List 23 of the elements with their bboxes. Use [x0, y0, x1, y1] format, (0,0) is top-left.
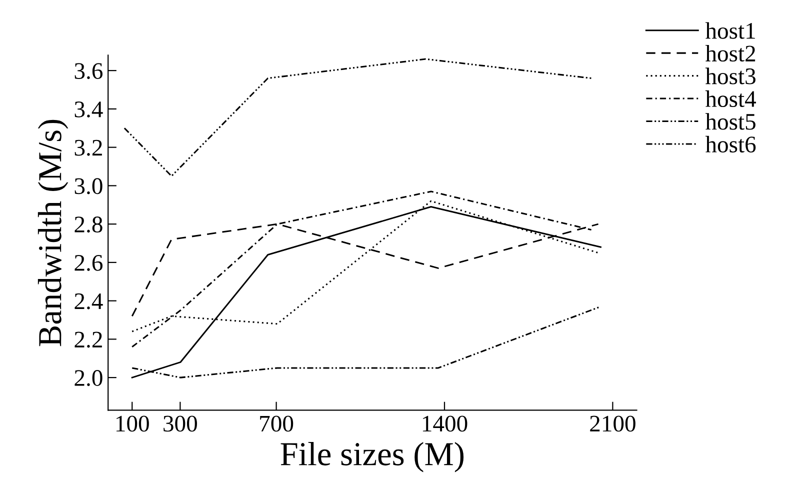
x-tick-label: 2100 [590, 416, 636, 432]
x-tick-label: 1400 [422, 416, 468, 432]
legend-label: host3 [705, 68, 756, 84]
y-tick-label: 2.6 [74, 254, 103, 271]
legend-label: host5 [705, 113, 756, 130]
y-tick-label: 3.4 [74, 101, 103, 118]
y-tick-label: 3.0 [74, 178, 102, 194]
y-tick-label: 2.0 [74, 370, 102, 386]
line-series [124, 58, 592, 177]
legend-label: host1 [705, 22, 755, 39]
y-axis-title: Bandwidth (M/s) [38, 120, 68, 346]
legend-label: host6 [705, 136, 756, 153]
x-axis-title: File sizes (M) [280, 442, 464, 472]
y-tick-label: 3.2 [74, 140, 102, 156]
y-tick-label: 2.4 [74, 293, 103, 310]
legend-label: host4 [705, 90, 756, 108]
x-tick-label: 300 [164, 416, 197, 432]
x-tick-label: 100 [116, 416, 149, 432]
y-tick-label: 3.6 [74, 63, 103, 80]
x-tick-label: 700 [260, 416, 294, 432]
legend-label: host2 [705, 44, 756, 62]
y-tick-label: 2.2 [74, 332, 102, 348]
y-tick-label: 2.8 [74, 216, 102, 233]
